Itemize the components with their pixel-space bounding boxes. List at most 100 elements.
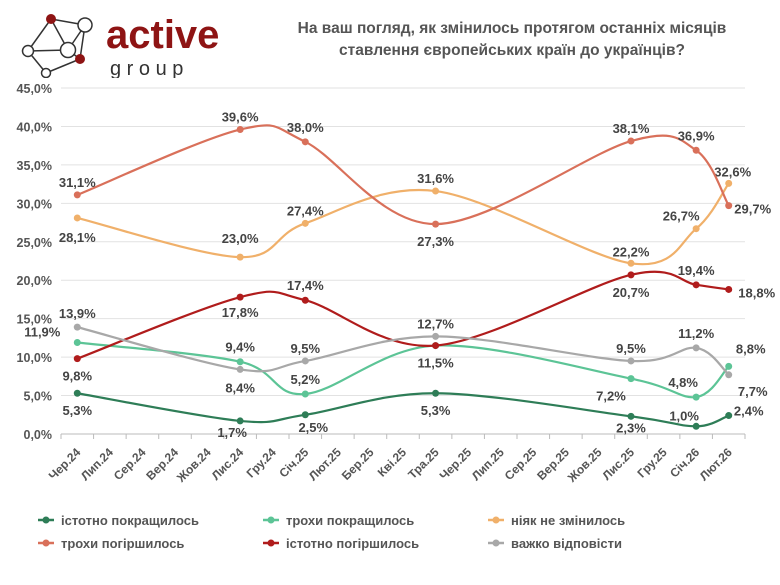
data-point: [301, 390, 309, 398]
active-group-logo: active g r o u p: [18, 8, 238, 83]
y-tick-label: 40,0%: [17, 120, 52, 134]
data-label: 27,3%: [417, 234, 454, 249]
series-line-3: [76, 124, 730, 226]
y-tick-label: 35,0%: [17, 159, 52, 173]
x-tick-label: Сер.24: [111, 445, 149, 483]
data-label: 9,8%: [62, 369, 92, 384]
data-label: 38,1%: [613, 121, 650, 136]
data-point: [725, 362, 733, 370]
data-label: 26,7%: [663, 209, 700, 224]
x-tick-label: Чер.24: [46, 445, 84, 483]
data-point: [236, 126, 244, 134]
data-point: [73, 214, 81, 222]
data-label: 9,5%: [290, 341, 320, 356]
y-tick-label: 5,0%: [24, 390, 53, 404]
legend-entry: ніяк не змінилось: [511, 513, 625, 528]
data-label: 17,4%: [287, 278, 324, 293]
data-point: [301, 411, 309, 419]
data-label: 29,7%: [734, 202, 771, 217]
legend-marker-icon: [267, 516, 275, 524]
data-point: [692, 225, 700, 233]
data-label: 7,2%: [596, 389, 626, 404]
data-label: 12,7%: [417, 316, 454, 331]
data-label: 2,3%: [616, 420, 646, 435]
data-label: 32,6%: [714, 164, 751, 179]
x-tick-label: Чер.25: [437, 445, 475, 483]
data-label: 8,8%: [736, 341, 766, 356]
x-tick-label: Жов.25: [564, 445, 605, 486]
data-point: [692, 146, 700, 154]
data-label: 31,1%: [59, 175, 96, 190]
data-point: [73, 191, 81, 199]
series-line-4: [76, 270, 729, 360]
y-tick-label: 15,0%: [17, 313, 52, 327]
data-point: [627, 137, 635, 145]
x-tick-label: Жов.24: [173, 445, 214, 486]
x-tick-label: Лют.26: [697, 445, 735, 483]
data-point: [627, 375, 635, 383]
data-label: 5,3%: [62, 403, 92, 418]
data-point: [236, 253, 244, 261]
data-label: 27,4%: [287, 203, 324, 218]
data-point: [73, 339, 81, 347]
x-tick-label: Сер.25: [502, 445, 540, 483]
data-label: 36,9%: [678, 128, 715, 143]
data-point: [432, 342, 440, 350]
y-tick-label: 0,0%: [24, 428, 53, 442]
data-point: [432, 389, 440, 397]
data-point: [725, 371, 733, 379]
data-point: [692, 393, 700, 401]
chart-title: На ваш погляд, як змінилось протягом ост…: [262, 18, 762, 62]
x-tick-label: Гру.25: [634, 445, 669, 480]
data-label: 18,8%: [738, 285, 775, 300]
data-label: 13,9%: [59, 306, 96, 321]
x-tick-label: Гру.24: [244, 445, 279, 480]
data-point: [432, 187, 440, 195]
data-label: 9,5%: [616, 341, 646, 356]
data-point: [73, 323, 81, 331]
data-point: [301, 357, 309, 365]
legend-marker-icon: [492, 516, 500, 524]
legend-entry: істотно покращилось: [61, 513, 199, 528]
data-point: [301, 138, 309, 146]
legend-entry: трохи покращилось: [286, 513, 414, 528]
data-label: 19,4%: [678, 263, 715, 278]
y-tick-label: 45,0%: [17, 82, 52, 96]
data-label: 31,6%: [417, 171, 454, 186]
data-label: 2,4%: [734, 404, 764, 419]
x-tick-label: Лис.25: [600, 445, 638, 483]
data-point: [236, 365, 244, 373]
x-tick-label: Лис.24: [209, 445, 247, 483]
data-label: 22,2%: [613, 244, 650, 259]
x-tick-label: Кві.25: [375, 445, 410, 480]
data-point: [692, 422, 700, 430]
x-tick-label: Бер.25: [339, 445, 377, 483]
legend-marker-icon: [42, 539, 50, 547]
x-tick-label: Тра.25: [405, 445, 442, 482]
data-point: [725, 285, 733, 293]
data-label: 11,5%: [417, 356, 454, 371]
title-line-1: На ваш погляд, як змінилось протягом ост…: [297, 20, 727, 37]
data-point: [725, 202, 733, 210]
data-label: 5,3%: [421, 403, 451, 418]
data-label: 5,2%: [290, 372, 320, 387]
data-point: [301, 219, 309, 227]
data-label: 11,9%: [24, 325, 61, 340]
x-tick-label: Лют.25: [306, 445, 344, 483]
data-point: [692, 281, 700, 289]
logo-word-active: active: [106, 13, 219, 57]
data-point: [301, 296, 309, 304]
y-tick-label: 25,0%: [17, 236, 52, 250]
legend-entry: істотно погіршилось: [286, 536, 419, 551]
y-tick-label: 20,0%: [17, 274, 52, 288]
data-point: [627, 357, 635, 365]
data-point: [725, 412, 733, 420]
data-point: [73, 389, 81, 397]
legend-marker-icon: [492, 539, 500, 547]
legend-marker-icon: [267, 539, 275, 547]
y-tick-label: 30,0%: [17, 197, 52, 211]
data-label: 2,5%: [298, 420, 328, 435]
logo-word-group: g r o u p: [110, 58, 183, 78]
data-label: 23,0%: [222, 231, 259, 246]
